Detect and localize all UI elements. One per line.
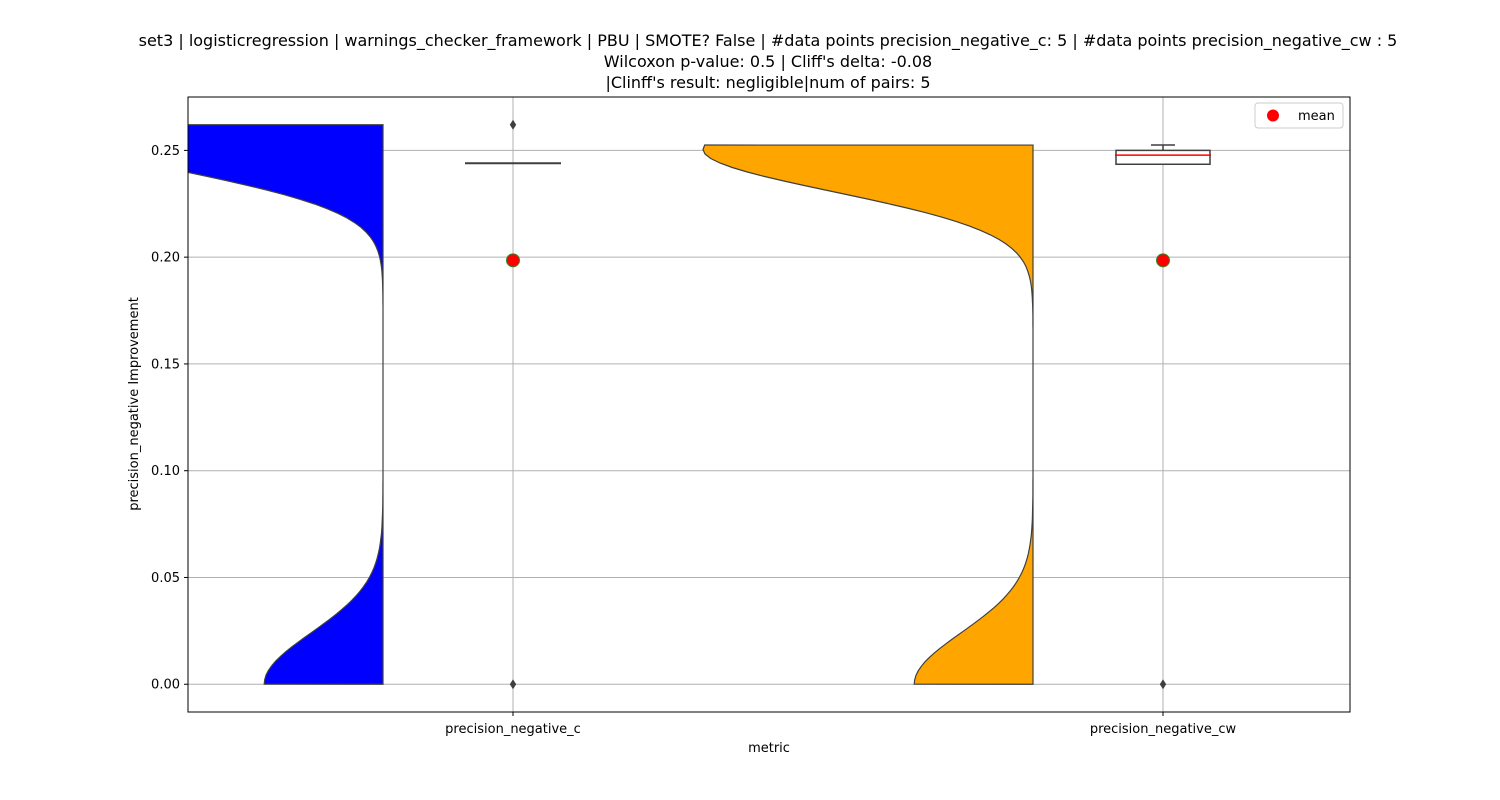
legend: mean bbox=[1254, 102, 1344, 129]
mean-marker bbox=[506, 253, 520, 268]
outlier-marker bbox=[1159, 679, 1167, 690]
box-precision_negative_cw bbox=[1115, 149, 1211, 166]
y-tick-label: 0.05 bbox=[151, 571, 180, 586]
y-tick-label: 0.25 bbox=[151, 144, 180, 159]
chart-title-line-3: |Clinff's result: negligible|num of pair… bbox=[605, 73, 930, 92]
markers bbox=[506, 119, 1170, 690]
y-tick-label: 0.00 bbox=[151, 678, 180, 693]
plot-frame bbox=[187, 96, 1351, 713]
chart-title-line-2: Wilcoxon p-value: 0.5 | Cliff's delta: -… bbox=[604, 52, 932, 71]
chart-title-line-1: set3 | logisticregression | warnings_che… bbox=[139, 31, 1398, 51]
x-tick-label: precision_negative_c bbox=[445, 722, 581, 737]
violin-precision_negative_cw bbox=[702, 144, 1034, 685]
y-tick-label: 0.15 bbox=[151, 357, 180, 372]
violins bbox=[188, 124, 1034, 685]
x-axis-label: metric bbox=[748, 741, 790, 756]
x-tick-label: precision_negative_cw bbox=[1090, 722, 1237, 737]
boxplots bbox=[465, 144, 1211, 166]
violin-precision_negative_c bbox=[188, 124, 384, 685]
y-axis-ticks: 0.00 0.05 0.10 0.15 0.20 0.25 bbox=[151, 144, 188, 693]
legend-mean-label: mean bbox=[1298, 109, 1335, 124]
legend-mean-marker bbox=[1267, 109, 1279, 122]
mean-marker bbox=[1156, 253, 1170, 268]
y-tick-label: 0.10 bbox=[151, 464, 180, 479]
y-tick-label: 0.20 bbox=[151, 251, 180, 266]
y-axis-label: precision_negative Improvement bbox=[127, 297, 142, 511]
legend-box bbox=[1254, 102, 1344, 129]
outlier-marker bbox=[509, 119, 517, 130]
outlier-marker bbox=[509, 679, 517, 690]
x-axis-ticks: precision_negative_c precision_negative_c… bbox=[445, 712, 1237, 737]
